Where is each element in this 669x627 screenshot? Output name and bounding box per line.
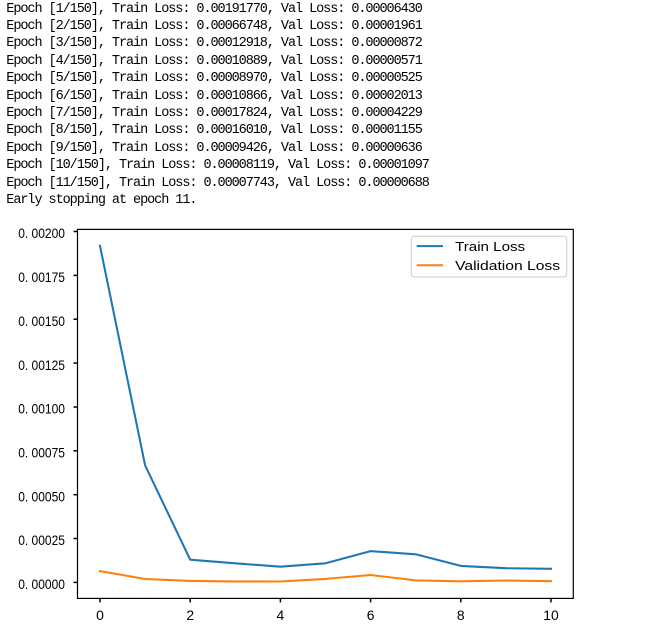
svg-text:2: 2 [186, 607, 194, 623]
svg-text:0. 00075: 0. 00075 [18, 445, 65, 461]
svg-text:0. 00150: 0. 00150 [18, 313, 65, 329]
svg-text:6: 6 [367, 607, 375, 623]
svg-text:Train Loss: Train Loss [455, 239, 525, 254]
svg-text:0: 0 [96, 607, 104, 623]
svg-text:0. 00050: 0. 00050 [18, 488, 65, 504]
svg-text:10: 10 [543, 607, 559, 623]
svg-text:0. 00000: 0. 00000 [18, 576, 65, 592]
svg-text:0. 00025: 0. 00025 [18, 532, 65, 548]
svg-text:0. 00200: 0. 00200 [18, 225, 65, 241]
svg-text:0. 00100: 0. 00100 [18, 401, 65, 417]
svg-text:8: 8 [457, 607, 465, 623]
svg-text:0. 00125: 0. 00125 [18, 357, 65, 373]
svg-text:0. 00175: 0. 00175 [18, 269, 65, 285]
svg-text:4: 4 [277, 607, 285, 623]
svg-text:Validation Loss: Validation Loss [455, 258, 560, 273]
